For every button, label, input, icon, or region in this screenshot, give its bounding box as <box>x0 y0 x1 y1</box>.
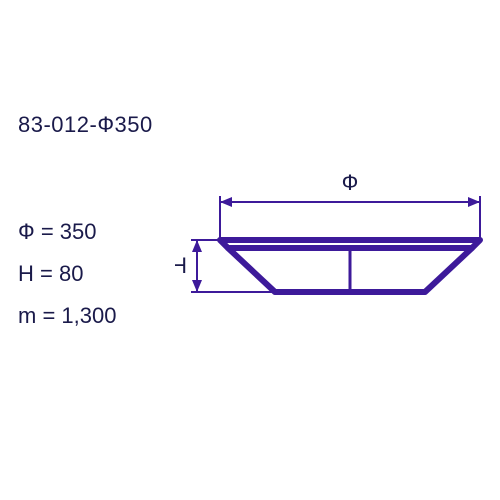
arrowhead <box>192 240 202 252</box>
spec-m: m = 1,300 <box>18 303 116 329</box>
bowl-diagram: ФH <box>175 160 495 360</box>
spec-h: H = 80 <box>18 261 83 287</box>
phi-label: Ф <box>342 170 359 195</box>
spec-phi: Ф = 350 <box>18 219 97 245</box>
arrowhead <box>192 280 202 292</box>
arrowhead <box>220 197 232 207</box>
product-code: 83-012-Ф350 <box>18 112 153 138</box>
h-label: H <box>175 253 187 278</box>
arrowhead <box>468 197 480 207</box>
